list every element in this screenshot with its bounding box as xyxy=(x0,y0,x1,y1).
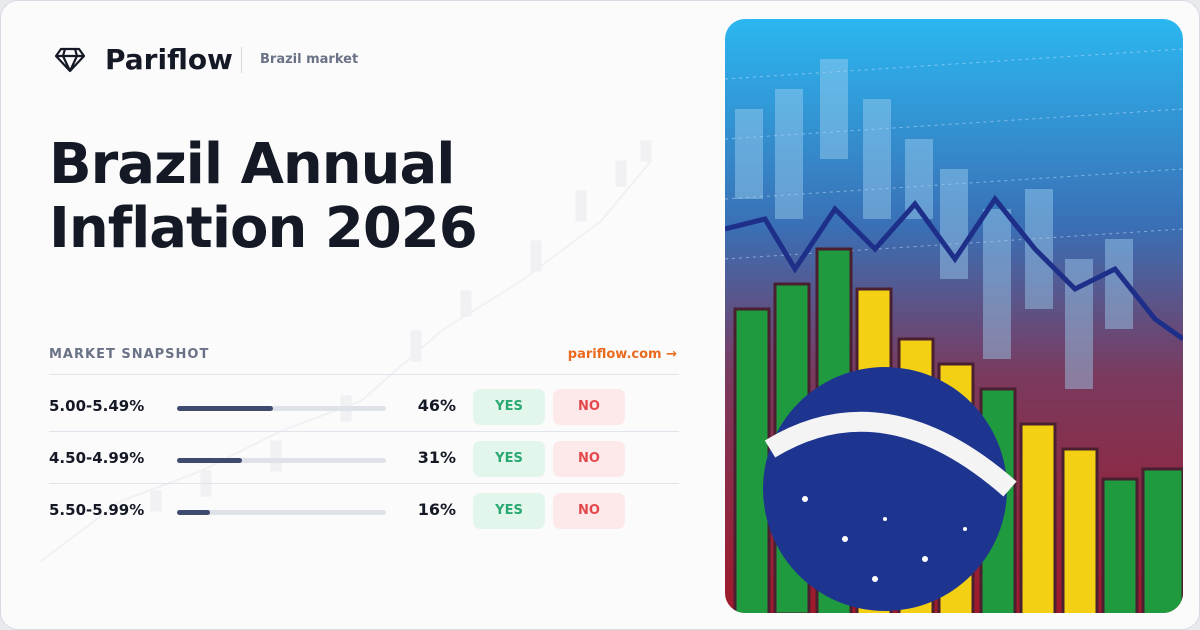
brand: Pariflow xyxy=(105,43,233,76)
separator xyxy=(49,431,679,432)
hero-image xyxy=(725,19,1183,613)
outcome: 5.50-5.99% xyxy=(49,501,145,519)
link[interactable]: pariflow.com → xyxy=(567,347,677,362)
background-chart xyxy=(40,140,652,562)
progress-track xyxy=(177,458,386,463)
probability: 46% xyxy=(417,396,456,415)
title: Brazil Annual Inflation 2026 xyxy=(49,132,478,261)
no-button[interactable]: NO xyxy=(553,389,625,425)
progress-track xyxy=(177,406,386,411)
no-button[interactable]: NO xyxy=(553,441,625,477)
outcome: 4.50-4.99% xyxy=(49,449,145,467)
probability: 31% xyxy=(417,448,456,467)
separator xyxy=(49,374,679,375)
separator xyxy=(49,483,679,484)
divider xyxy=(241,47,242,73)
tag: Brazil market xyxy=(260,52,359,67)
no-button[interactable]: NO xyxy=(553,493,625,529)
progress-fill xyxy=(177,458,242,463)
yes-button[interactable]: YES xyxy=(473,441,545,477)
yes-button[interactable]: YES xyxy=(473,389,545,425)
probability: 16% xyxy=(417,500,456,519)
progress-fill xyxy=(177,406,274,411)
section-label: MARKET SNAPSHOT xyxy=(49,347,210,362)
progress-fill xyxy=(177,510,211,515)
yes-button[interactable]: YES xyxy=(473,493,545,529)
outcome: 5.00-5.49% xyxy=(49,397,145,415)
logo xyxy=(55,47,85,73)
progress-track xyxy=(177,510,386,515)
